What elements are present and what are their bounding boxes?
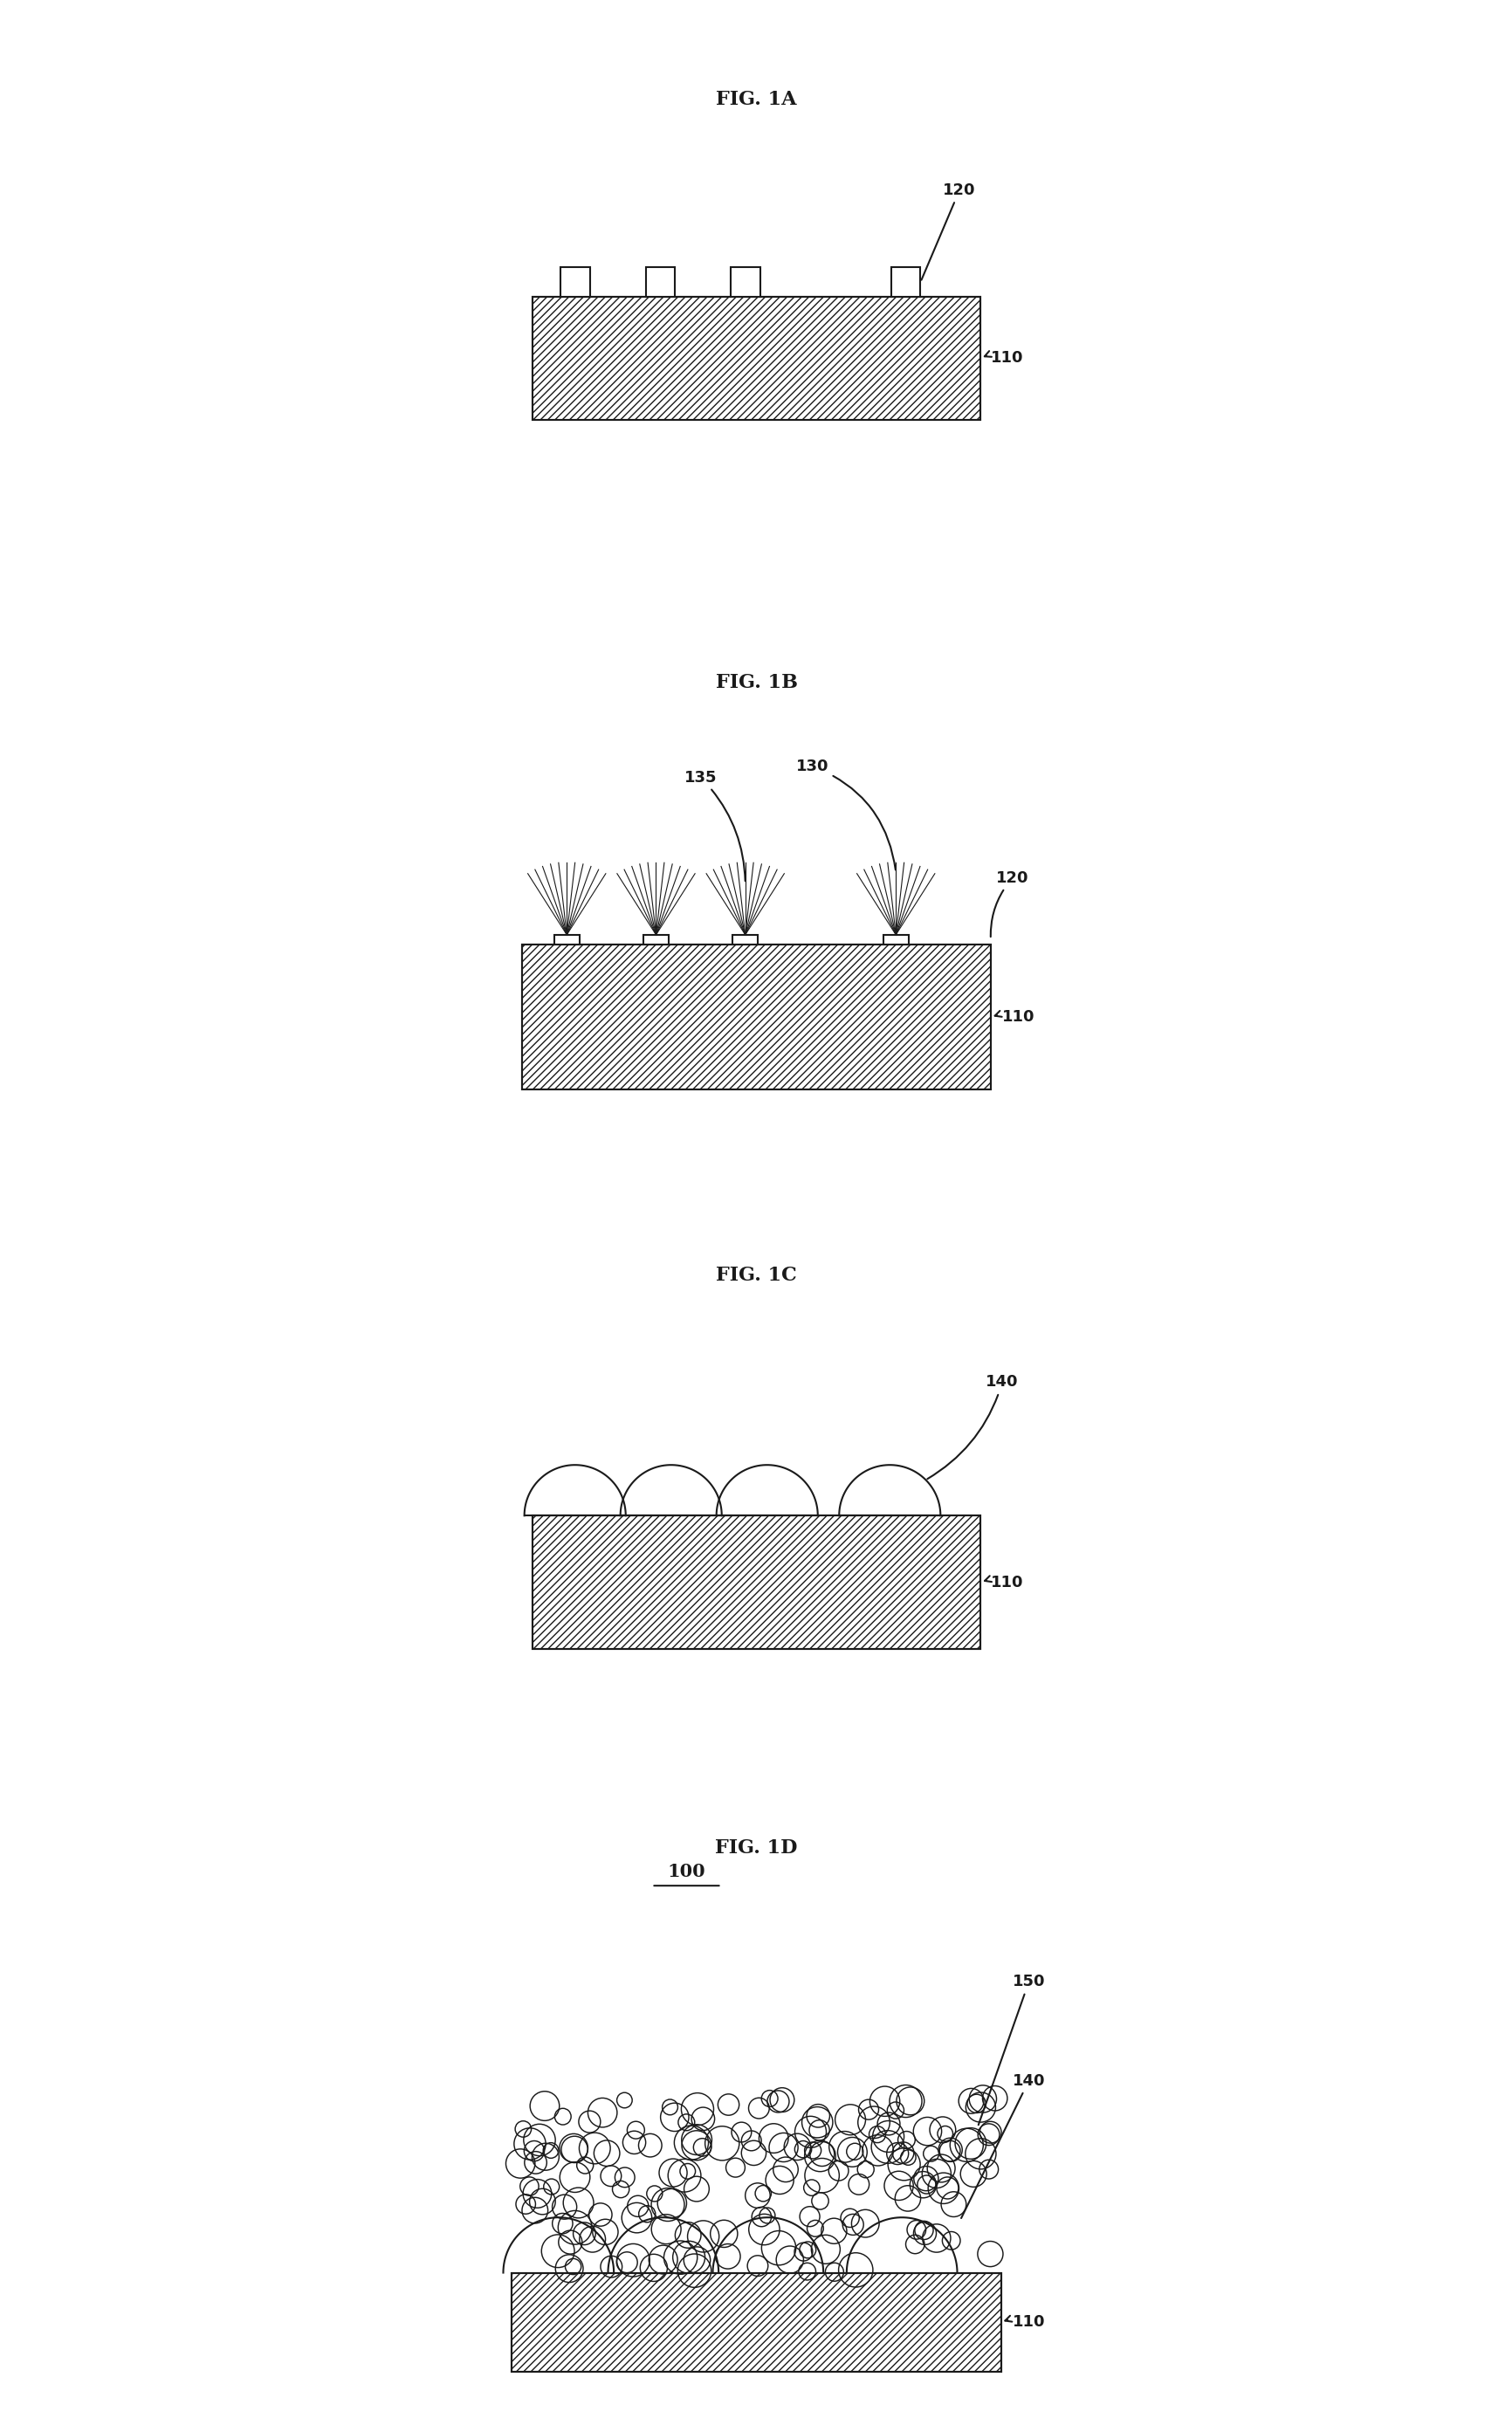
FancyBboxPatch shape bbox=[511, 2272, 1001, 2372]
Text: 110: 110 bbox=[984, 349, 1024, 366]
Text: 130: 130 bbox=[795, 759, 895, 871]
Text: 135: 135 bbox=[683, 769, 745, 880]
Text: 120: 120 bbox=[990, 871, 1028, 936]
Bar bbox=[891, 267, 919, 296]
Bar bbox=[732, 934, 758, 946]
Bar bbox=[643, 934, 668, 946]
Bar bbox=[730, 267, 761, 296]
Text: FIG. 1B: FIG. 1B bbox=[715, 674, 797, 691]
Text: 120: 120 bbox=[921, 182, 975, 279]
Text: FIG. 1A: FIG. 1A bbox=[715, 90, 797, 109]
Bar bbox=[553, 934, 579, 946]
Text: 110: 110 bbox=[995, 1009, 1034, 1026]
Bar bbox=[532, 296, 980, 420]
Text: 110: 110 bbox=[984, 1574, 1024, 1591]
Text: 100: 100 bbox=[667, 1862, 705, 1879]
Bar bbox=[522, 946, 990, 1089]
Text: 140: 140 bbox=[960, 2073, 1045, 2219]
Text: 140: 140 bbox=[927, 1375, 1018, 1479]
Text: 110: 110 bbox=[1004, 2313, 1045, 2330]
Bar bbox=[646, 267, 674, 296]
Bar bbox=[532, 1516, 980, 1649]
Text: FIG. 1D: FIG. 1D bbox=[715, 1838, 797, 1858]
Bar bbox=[883, 934, 907, 946]
FancyBboxPatch shape bbox=[532, 1516, 980, 1649]
Text: 150: 150 bbox=[978, 1974, 1045, 2124]
Bar bbox=[511, 2272, 1001, 2372]
Text: FIG. 1C: FIG. 1C bbox=[715, 1266, 797, 1285]
FancyBboxPatch shape bbox=[532, 296, 980, 420]
FancyBboxPatch shape bbox=[522, 946, 990, 1089]
Bar bbox=[559, 267, 590, 296]
